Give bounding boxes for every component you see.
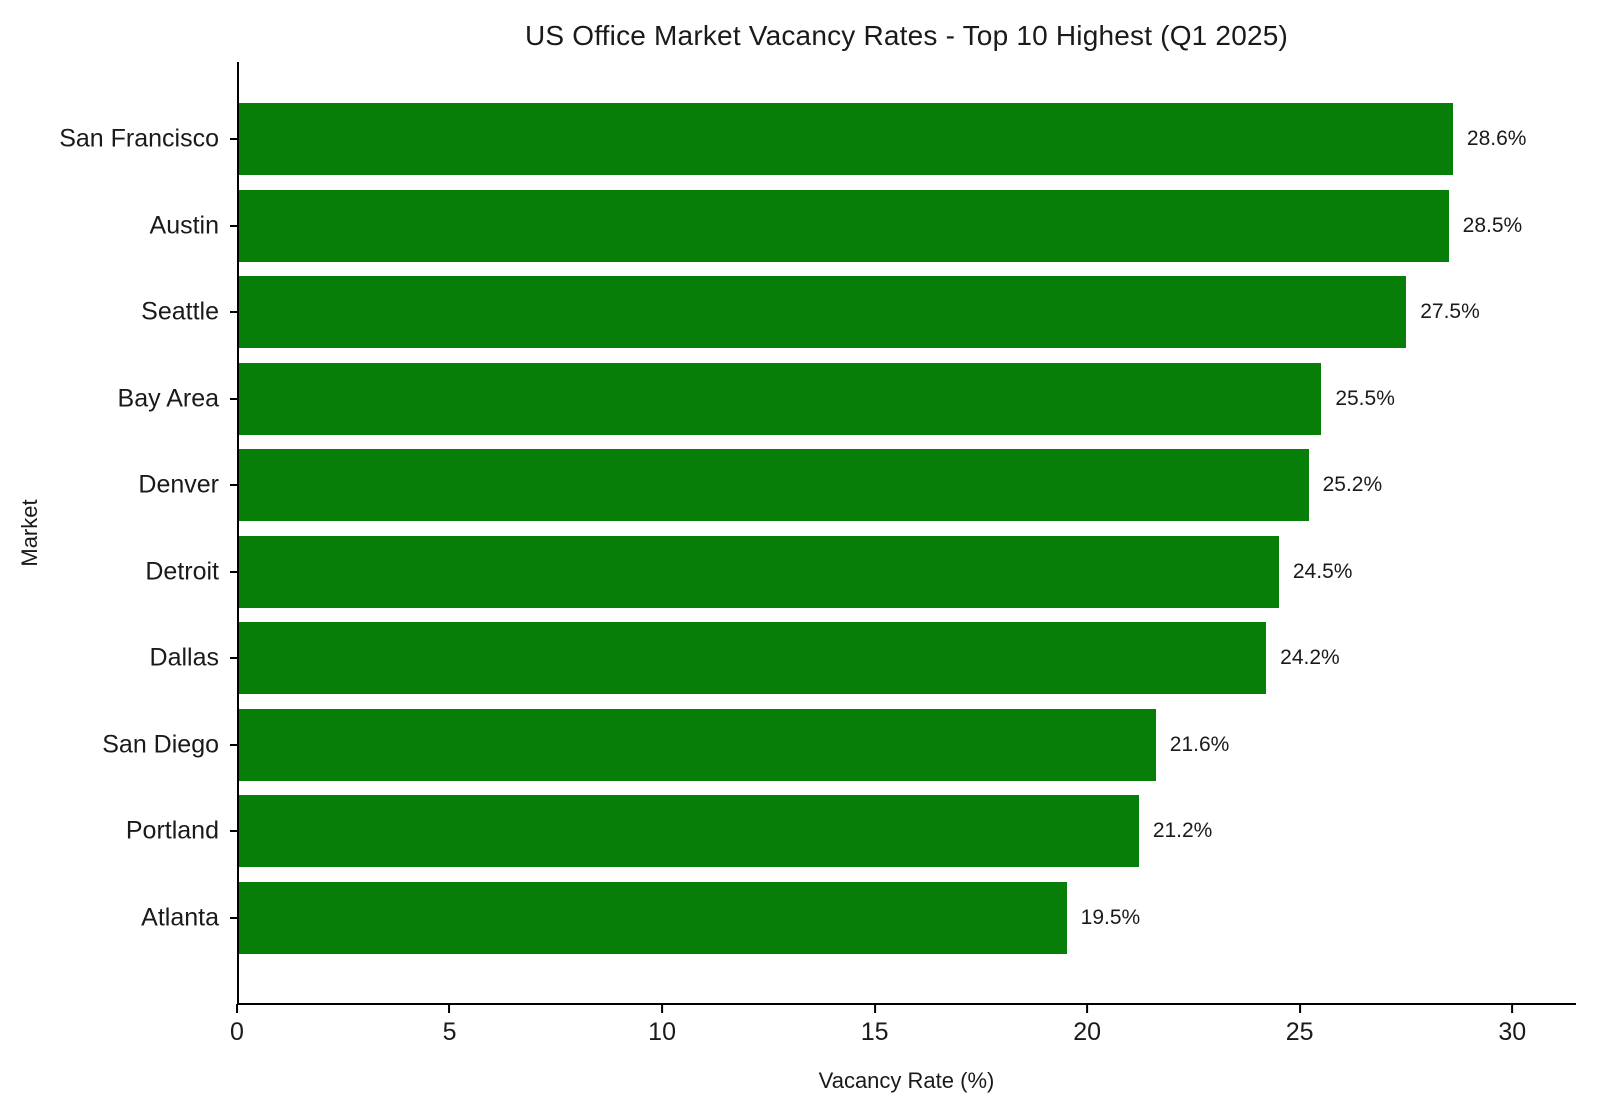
x-tick-mark [661, 1004, 664, 1013]
x-tick-30: 30 [1498, 1004, 1526, 1047]
x-tick-label: 15 [860, 1018, 889, 1046]
y-tick-mark [230, 743, 239, 746]
x-tick-label: 25 [1285, 1018, 1314, 1046]
category-label: Denver [138, 470, 219, 499]
x-axis-ticks: 0 5 10 15 20 25 30 [230, 1004, 1576, 1060]
bar-row-denver: Denver 25.2% [138, 442, 1576, 529]
bar [239, 881, 1067, 954]
y-tick-mark [230, 484, 239, 487]
x-tick-mark [1298, 1004, 1301, 1013]
category-label: Bay Area [117, 384, 219, 413]
y-axis-label: Market [17, 499, 42, 567]
value-label: 28.5% [1462, 213, 1523, 237]
x-tick-25: 25 [1286, 1004, 1314, 1047]
value-label: 19.5% [1080, 905, 1141, 929]
category-label: Seattle [141, 297, 219, 326]
bar-row-bay-area: Bay Area 25.5% [118, 356, 1576, 443]
x-tick-label: 20 [1073, 1018, 1102, 1046]
x-tick-mark [1511, 1004, 1514, 1013]
bar [239, 189, 1449, 262]
value-label: 25.2% [1322, 473, 1383, 497]
y-tick-mark [230, 830, 239, 833]
bar-row-dallas: Dallas 24.2% [150, 615, 1576, 702]
value-label: 28.6% [1466, 127, 1527, 151]
bars-container: San Francisco 28.6% Austin 28.5% Seattle 27.5… [59, 96, 1576, 962]
y-tick-mark [230, 138, 239, 141]
category-label: Portland [125, 816, 219, 845]
bar-row-austin: Austin 28.5% [150, 183, 1576, 270]
x-tick-label: 30 [1498, 1018, 1527, 1046]
x-tick-mark [1086, 1004, 1089, 1013]
y-tick-mark [230, 311, 239, 314]
x-tick-label: 10 [648, 1018, 676, 1046]
x-tick-mark [873, 1004, 876, 1013]
value-label: 27.5% [1420, 300, 1480, 324]
bar-row-san-diego: San Diego 21.6% [102, 702, 1576, 789]
x-tick-20: 20 [1073, 1004, 1101, 1047]
x-tick-5: 5 [442, 1004, 457, 1047]
y-tick-mark [230, 657, 239, 660]
bar-row-seattle: Seattle 27.5% [141, 269, 1576, 356]
bar [239, 103, 1453, 176]
x-axis-label: Vacancy Rate (%) [818, 1068, 995, 1093]
value-label: 25.5% [1335, 386, 1395, 410]
x-tick-label: 5 [442, 1018, 457, 1046]
x-tick-label: 0 [230, 1018, 244, 1046]
x-tick-0: 0 [230, 1004, 244, 1047]
bar-row-portland: Portland 21.2% [126, 788, 1576, 875]
category-label: San Diego [102, 730, 219, 759]
y-tick-mark [230, 570, 239, 573]
category-label: Dallas [149, 643, 219, 672]
x-tick-mark [448, 1004, 451, 1013]
bar [239, 795, 1139, 868]
x-tick-mark [236, 1004, 238, 1013]
y-tick-mark [230, 916, 239, 919]
category-label: Atlanta [141, 903, 219, 932]
bar [239, 449, 1309, 522]
value-label: 21.2% [1152, 819, 1213, 843]
value-label: 24.2% [1280, 646, 1340, 670]
plot-area: San Francisco 28.6% Austin 28.5% Seattle 27.5… [59, 62, 1576, 1005]
x-tick-10: 10 [648, 1004, 676, 1047]
y-tick-mark [230, 224, 239, 227]
x-tick-15: 15 [861, 1004, 889, 1047]
bar-row-atlanta: Atlanta 19.5% [141, 875, 1576, 962]
bar [239, 535, 1279, 608]
category-label: Austin [149, 211, 219, 240]
bar [239, 362, 1322, 435]
category-label: San Francisco [59, 124, 219, 153]
category-label: Detroit [145, 557, 219, 586]
value-label: 24.5% [1292, 559, 1353, 583]
bar [239, 622, 1267, 695]
value-label: 21.6% [1169, 732, 1230, 756]
bar-row-san-francisco: San Francisco 28.6% [59, 96, 1576, 183]
bar [239, 276, 1407, 349]
bar [239, 708, 1156, 781]
chart-title: US Office Market Vacancy Rates - Top 10 … [524, 20, 1289, 51]
bar-row-detroit: Detroit 24.5% [145, 529, 1576, 616]
y-tick-mark [230, 397, 239, 400]
